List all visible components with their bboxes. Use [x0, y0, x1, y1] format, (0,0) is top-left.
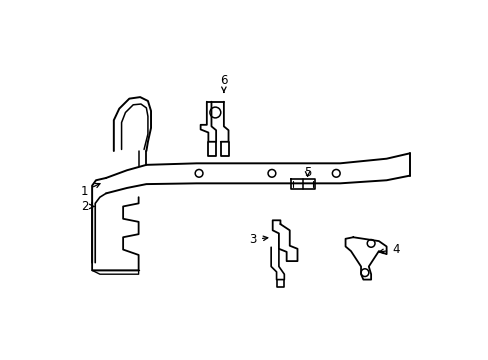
Text: 1: 1 — [81, 184, 100, 198]
Text: 4: 4 — [378, 243, 399, 256]
Text: 5: 5 — [303, 166, 311, 179]
Text: 3: 3 — [249, 233, 267, 246]
Text: 2: 2 — [81, 200, 94, 213]
Text: 6: 6 — [220, 74, 227, 92]
